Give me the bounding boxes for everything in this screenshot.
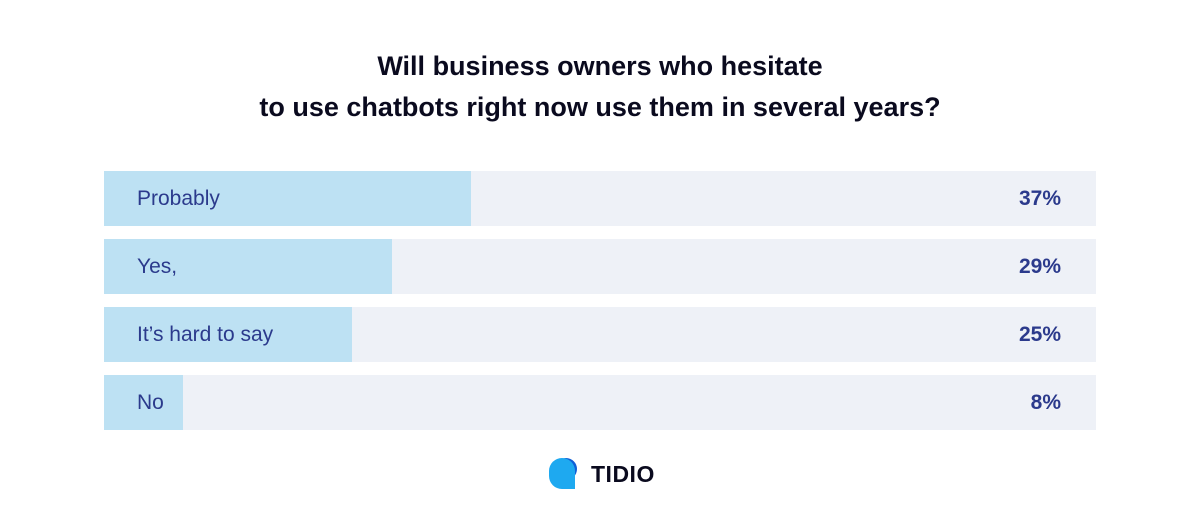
bar-value-label: 37%	[1018, 187, 1061, 210]
bar-row: Yes, 29%	[104, 239, 1096, 294]
bar-value-label: 8%	[1030, 391, 1061, 414]
bar-label: Yes,	[137, 255, 178, 278]
bar-value-label: 29%	[1018, 255, 1061, 278]
bar-chart: Probably 37% Yes, 29% It’s hard to say 25% No 8…	[104, 171, 1096, 443]
tidio-logo-icon	[549, 458, 577, 489]
chart-title-line-2: to use chatbots right now use them in se…	[259, 92, 941, 122]
bar-label: It’s hard to say	[137, 323, 274, 346]
bar-label: Probably	[137, 187, 220, 210]
bar-row: No 8%	[104, 375, 1096, 430]
chart-title: Will business owners who hesitate to use…	[0, 46, 1200, 128]
bar-row: It’s hard to say 25%	[104, 307, 1096, 362]
bar-value-label: 25%	[1018, 323, 1061, 346]
brand-logo: TIDIO	[546, 456, 655, 492]
bar-row: Probably 37%	[104, 171, 1096, 226]
bar	[104, 375, 183, 430]
bar	[104, 307, 352, 362]
chart-title-line-1: Will business owners who hesitate	[377, 51, 823, 81]
bar	[104, 239, 392, 294]
bar-label: No	[137, 391, 164, 414]
bar	[104, 171, 471, 226]
brand-name: TIDIO	[591, 460, 655, 487]
